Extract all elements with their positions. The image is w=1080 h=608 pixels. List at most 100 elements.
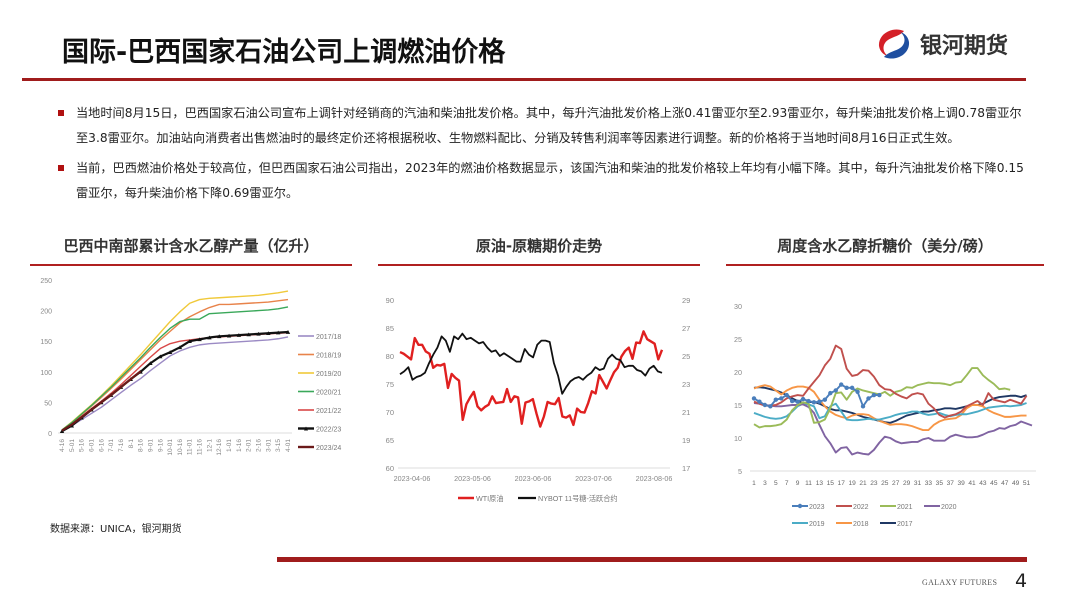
x-tick-label: 11 [805, 480, 812, 487]
circle-marker-icon [768, 404, 773, 409]
page-number: 4 [1015, 570, 1028, 592]
x-tick-label: 43 [979, 480, 987, 487]
x-tick-label: 7-01 [108, 439, 115, 452]
logo-text: 银河期货 [920, 34, 1009, 59]
y-tick-label: 50 [44, 400, 52, 407]
page-title: 国际-巴西国家石油公司上调燃油价格 [62, 37, 506, 68]
x-tick-label: 1 [752, 480, 756, 487]
x-tick-label: 5 [774, 480, 778, 487]
triangle-marker-icon [177, 345, 183, 350]
y-tick-label: 100 [40, 370, 52, 377]
series-line [753, 367, 1011, 429]
x-tick-label: 27 [892, 480, 900, 487]
x-tick-label: 17 [838, 480, 846, 487]
circle-marker-icon [757, 399, 762, 404]
y-tick-label: 30 [734, 302, 742, 311]
circle-marker-icon [871, 392, 877, 398]
circle-marker-icon [795, 399, 800, 404]
x-tick-label: 3-15 [275, 439, 282, 452]
x-tick-label: 12-1 [206, 439, 213, 452]
company-logo: 银河期货 [874, 28, 1008, 60]
legend-label: 2017 [897, 521, 913, 528]
footer-brand: GALAXY FUTURES [922, 578, 998, 587]
legend-label: 2020/21 [316, 390, 341, 397]
triangle-marker-icon [197, 337, 202, 342]
y-tick-label: 65 [386, 436, 394, 445]
x-tick-label: 10-01 [167, 439, 174, 456]
legend-label: 2018/19 [316, 353, 341, 360]
x-tick-label: 6-16 [98, 439, 105, 452]
x-tick-label: 11-16 [197, 439, 204, 456]
x-tick-label: 23 [870, 480, 878, 487]
series-line [61, 331, 289, 432]
legend-label: NYBOT 11号糖-活跃合约 [538, 494, 618, 503]
chart-ethanol-sugar-equivalent: 周度含水乙醇折糖价（美分/磅） 5 10 15 20 25 30 1 3 5 7 9 11 13 15 17… [726, 235, 1044, 548]
circle-marker-icon [817, 399, 822, 404]
legend-label: 2021/22 [316, 408, 341, 415]
x-tick-label: 9 [796, 480, 800, 487]
y2-tick-label: 19 [682, 436, 690, 445]
legend-label: 2017/18 [316, 334, 341, 341]
circle-marker-icon [877, 392, 882, 398]
circle-marker-icon [789, 398, 795, 404]
x-tick-label: 9-16 [157, 439, 164, 452]
bullet-text: 当地时间8月15日，巴西国家石油公司宣布上调针对经销商的汽油和柴油批发价格。其中… [76, 106, 1022, 145]
y-tick-label: 80 [386, 352, 394, 361]
bullet-square-icon [58, 165, 64, 171]
x-tick-label: 2-01 [246, 439, 253, 452]
y-tick-label: 85 [386, 324, 394, 333]
series-line [753, 384, 1027, 432]
x-tick-label: 1-01 [226, 439, 233, 452]
x-tick-label: 4-16 [59, 439, 66, 452]
series-line [399, 330, 664, 428]
circle-marker-icon [784, 392, 789, 398]
bullet-text: 当前，巴西燃油价格处于较高位，但巴西国家石油公司指出，2023年的燃油价格数据显… [76, 161, 1024, 200]
triangle-marker-icon [256, 331, 261, 336]
y-tick-label: 250 [40, 278, 52, 285]
circle-marker-icon [800, 396, 806, 402]
chart-title-divider [726, 264, 1044, 266]
series-line [61, 330, 289, 433]
y2-tick-label: 25 [682, 352, 690, 361]
x-tick-label: 33 [925, 480, 933, 487]
x-tick-label: 6-01 [88, 439, 95, 452]
x-tick-label: 37 [947, 480, 955, 487]
series-line [61, 306, 289, 431]
series-line [61, 336, 289, 432]
x-tick-label: 5-01 [69, 439, 76, 452]
circle-marker-icon [797, 503, 803, 509]
circle-marker-icon [844, 385, 849, 391]
y-tick-label: 60 [386, 464, 394, 473]
triangle-marker-icon [275, 330, 281, 335]
x-tick-label: 51 [1023, 480, 1031, 487]
bullet-item: 当前，巴西燃油价格处于较高位，但巴西国家石油公司指出，2023年的燃油价格数据显… [58, 156, 1028, 206]
legend-label: 2022/23 [316, 427, 341, 434]
triangle-marker-icon [226, 333, 232, 338]
y-tick-label: 90 [386, 296, 394, 305]
legend-label: 2018 [853, 521, 869, 528]
y-tick-label: 70 [386, 408, 394, 417]
x-tick-label: 19 [848, 480, 856, 487]
chart-title: 原油-原糖期价走势 [475, 237, 603, 255]
galaxy-futures-logo-icon [878, 29, 910, 59]
circle-marker-icon [833, 388, 838, 393]
legend-label: 2021 [897, 504, 913, 511]
y-tick-label: 75 [386, 380, 394, 389]
chart-plot: 0 50 100 150 200 250 4-16 5-01 5-16 6-01 6-16 7-01 7… [40, 278, 341, 456]
data-source-note: 数据来源：UNICA，银河期货 [50, 524, 182, 535]
circle-marker-icon [839, 382, 844, 387]
series-line [61, 370, 142, 432]
x-tick-label: 5-16 [79, 439, 86, 452]
triangle-marker-icon [187, 339, 192, 343]
triangle-marker-icon [304, 426, 308, 431]
legend-label: 2019 [809, 521, 825, 528]
triangle-marker-icon [236, 333, 242, 337]
triangle-marker-icon [59, 429, 65, 433]
x-tick-label: 11-01 [187, 439, 194, 456]
chart-plot: 60 65 70 75 80 85 90 17 19 21 23 25 27 29 2023-04-06 20… [386, 296, 691, 503]
triangle-marker-icon [207, 335, 212, 340]
circle-marker-icon [866, 396, 871, 401]
y-tick-label: 25 [734, 335, 742, 344]
series-line [61, 298, 289, 432]
circle-marker-icon [860, 404, 866, 409]
